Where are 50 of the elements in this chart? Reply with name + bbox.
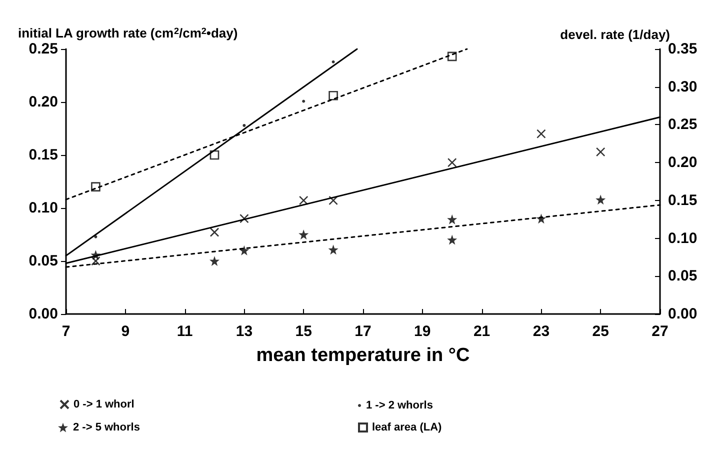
point xyxy=(239,245,250,256)
point xyxy=(328,90,338,100)
point xyxy=(447,214,458,224)
x-tick-label: 25 xyxy=(592,323,609,340)
y2-tick-label: 0.15 xyxy=(668,192,698,209)
y2-tick-label: 0.10 xyxy=(668,230,698,247)
y2-tick-label: 0.30 xyxy=(668,78,698,96)
x-tick-label: 13 xyxy=(236,323,253,340)
x-tick-label: 21 xyxy=(473,323,490,340)
y-tick-label: 0.05 xyxy=(28,252,58,270)
y2-tick-label: 0.35 xyxy=(668,40,698,58)
x-tick-label: 27 xyxy=(652,323,668,340)
y2-tick-label: 0.05 xyxy=(668,268,698,285)
point xyxy=(328,244,338,255)
point xyxy=(302,100,306,103)
y2-tick-label: 0.20 xyxy=(668,154,698,172)
y-tick-label: 0.25 xyxy=(28,40,58,58)
point xyxy=(210,228,220,237)
x-tick-label: 19 xyxy=(414,323,431,340)
x-tick-label: 11 xyxy=(176,323,193,340)
legend-label: 1 -> 2 whorls xyxy=(366,400,433,412)
point xyxy=(332,60,335,64)
x-tick-label: 9 xyxy=(121,323,130,340)
point xyxy=(447,158,457,168)
y-tick-label: 0.15 xyxy=(28,146,58,164)
legend-label: 0 -> 1 whorl xyxy=(74,398,134,410)
point xyxy=(242,124,246,127)
point xyxy=(298,230,309,240)
point xyxy=(240,214,249,224)
y-tick-label: 0.10 xyxy=(28,200,58,216)
x-axis-title: mean temperature in °C xyxy=(256,345,470,366)
x-tick-label: 23 xyxy=(532,323,550,340)
x-tick-label: 7 xyxy=(62,323,70,340)
y-tick-label: 0.20 xyxy=(28,94,58,110)
point xyxy=(596,147,606,157)
legend-label: leaf area (LA) xyxy=(372,422,442,434)
y-tick-label: 0.00 xyxy=(28,306,58,322)
point xyxy=(447,234,458,245)
point xyxy=(298,196,308,206)
x-tick-label: 15 xyxy=(295,323,312,340)
y2-tick-label: 0.00 xyxy=(668,306,698,322)
point xyxy=(596,194,606,205)
point xyxy=(91,256,100,266)
point xyxy=(328,196,338,206)
y2-axis-title: devel. rate (1/day) xyxy=(560,27,670,42)
point xyxy=(536,129,546,138)
legend-label: 2 -> 5 whorls xyxy=(73,422,140,434)
x-tick-label: 17 xyxy=(354,323,372,340)
point xyxy=(210,256,220,266)
y2-tick-label: 0.25 xyxy=(668,116,698,134)
